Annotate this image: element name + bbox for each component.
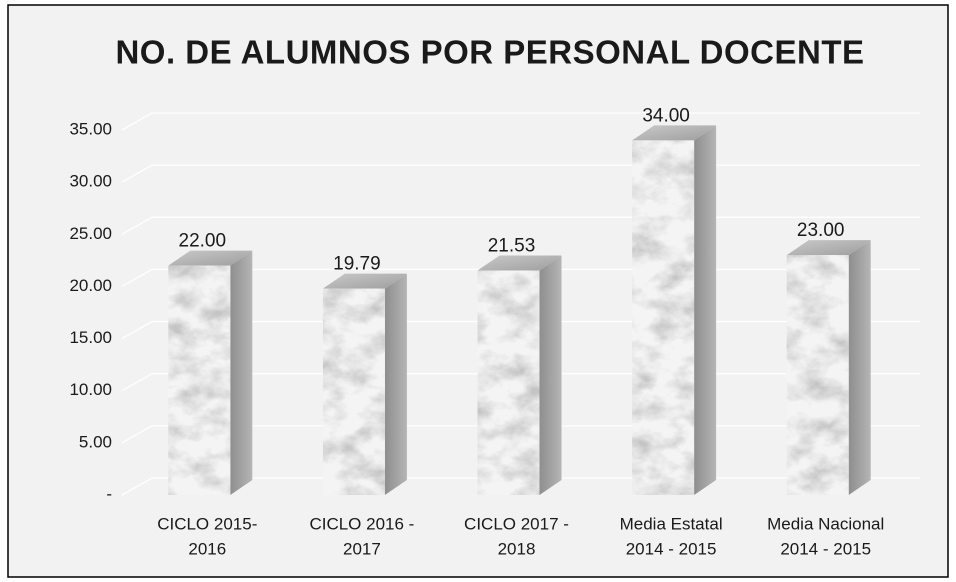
y-tick-label: 15.00 xyxy=(69,328,112,347)
bar-side xyxy=(230,250,253,495)
x-tick-label: 2018 xyxy=(498,539,536,558)
bar-side xyxy=(539,255,562,495)
value-label: 21.53 xyxy=(488,235,536,256)
y-tick-label: 25.00 xyxy=(69,224,112,243)
x-tick-label: 2017 xyxy=(343,539,381,558)
grid-line xyxy=(121,112,920,131)
bar-top xyxy=(786,240,871,256)
x-tick-label: 2014 - 2015 xyxy=(780,539,871,558)
x-tick-label: CICLO 2017 - xyxy=(464,514,569,533)
value-label: 23.00 xyxy=(797,220,845,241)
x-tick-label: Media Nacional xyxy=(767,514,884,533)
x-tick-label: Media Estatal xyxy=(620,514,723,533)
chart-title: NO. DE ALUMNOS POR PERSONAL DOCENTE xyxy=(115,34,864,71)
bar xyxy=(168,265,231,495)
bar xyxy=(322,288,385,495)
y-tick-label: 35.00 xyxy=(69,119,112,138)
y-tick-label: 30.00 xyxy=(69,172,112,191)
y-tick-label: 5.00 xyxy=(79,432,112,451)
y-tick-label: 20.00 xyxy=(69,276,112,295)
bar xyxy=(477,270,540,495)
x-tick-label: CICLO 2016 - xyxy=(309,514,414,533)
bar-side xyxy=(384,273,407,495)
bar xyxy=(632,140,695,495)
bar-top xyxy=(168,250,253,266)
value-label: 19.79 xyxy=(333,254,381,275)
x-tick-label: 2016 xyxy=(188,539,226,558)
value-label: 34.00 xyxy=(642,105,690,126)
bars: CICLO 2015- 2016 22.00 CICLO 2016 - 2017 19.7… xyxy=(157,105,884,558)
bar-side xyxy=(848,240,871,495)
bar-top xyxy=(632,125,717,141)
value-label: 22.00 xyxy=(179,231,227,252)
x-tick-label: CICLO 2015- xyxy=(157,514,257,533)
bar xyxy=(786,255,849,495)
x-tick-label: 2014 - 2015 xyxy=(626,539,717,558)
y-tick-label: - xyxy=(106,484,112,503)
bar-top xyxy=(322,273,407,289)
bar-top xyxy=(477,255,562,271)
bar-side xyxy=(694,125,717,495)
y-tick-label: 10.00 xyxy=(69,380,112,399)
